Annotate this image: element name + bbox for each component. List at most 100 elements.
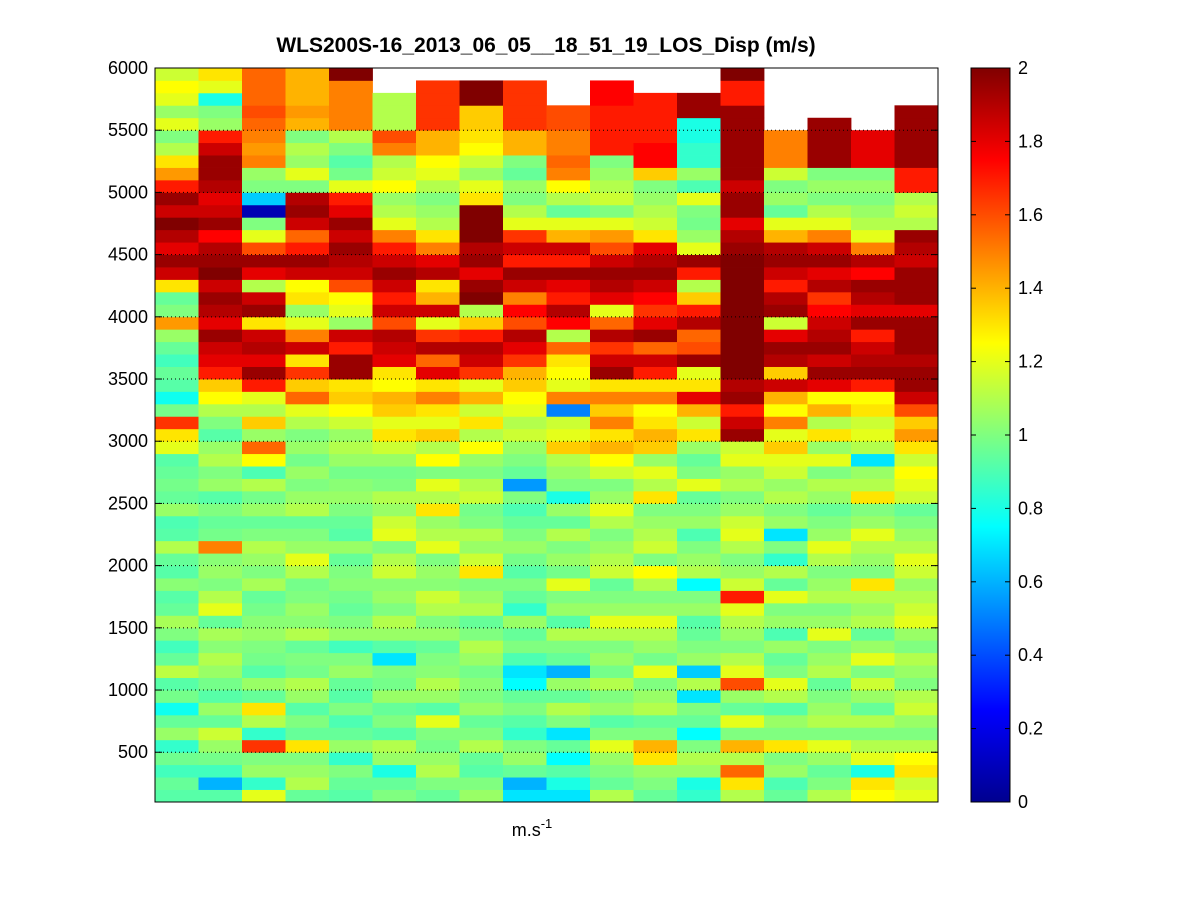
heatmap-cell bbox=[677, 528, 721, 542]
heatmap-cell bbox=[590, 428, 634, 442]
heatmap-cell bbox=[590, 578, 634, 591]
heatmap-cell bbox=[851, 640, 895, 654]
heatmap-cell bbox=[851, 179, 895, 193]
heatmap-cell bbox=[416, 727, 460, 741]
heatmap-cell bbox=[372, 652, 417, 666]
heatmap-cell bbox=[372, 627, 417, 641]
heatmap-cell bbox=[764, 727, 808, 741]
heatmap-cell bbox=[372, 167, 417, 181]
heatmap-cell bbox=[242, 627, 286, 641]
heatmap-cell bbox=[546, 739, 591, 753]
heatmap-cell bbox=[198, 640, 243, 654]
heatmap-cell bbox=[329, 565, 373, 579]
heatmap-cell bbox=[546, 615, 591, 629]
heatmap-cell bbox=[372, 254, 417, 268]
heatmap-cell bbox=[894, 627, 939, 641]
heatmap-cell bbox=[155, 665, 199, 678]
heatmap-cell bbox=[459, 179, 504, 193]
heatmap-cell bbox=[285, 466, 330, 479]
heatmap-cell bbox=[285, 354, 330, 367]
heatmap-cell bbox=[329, 155, 373, 168]
heatmap-cell bbox=[155, 341, 199, 355]
heatmap-cell bbox=[459, 192, 504, 206]
heatmap-cell bbox=[764, 528, 808, 542]
heatmap-cell bbox=[764, 341, 808, 355]
heatmap-cell bbox=[372, 403, 417, 417]
heatmap-cell bbox=[416, 466, 460, 479]
heatmap-cell bbox=[329, 490, 373, 504]
heatmap-cell bbox=[764, 366, 808, 380]
heatmap-cell bbox=[459, 727, 504, 741]
heatmap-cell bbox=[242, 553, 286, 567]
heatmap-cell bbox=[807, 192, 852, 206]
heatmap-cell bbox=[633, 403, 678, 417]
heatmap-cell bbox=[503, 130, 547, 144]
heatmap-cell bbox=[677, 242, 721, 256]
heatmap-cell bbox=[633, 602, 678, 616]
heatmap-cell bbox=[242, 416, 286, 430]
heatmap-cell bbox=[242, 578, 286, 591]
heatmap-cell bbox=[503, 503, 547, 517]
heatmap-cell bbox=[329, 242, 373, 256]
heatmap-cell bbox=[633, 329, 678, 343]
heatmap-cell bbox=[285, 702, 330, 716]
heatmap-cell bbox=[546, 354, 591, 367]
heatmap-cell bbox=[372, 142, 417, 156]
heatmap-cell bbox=[372, 490, 417, 504]
heatmap-cell bbox=[677, 366, 721, 380]
heatmap-cell bbox=[590, 453, 634, 467]
heatmap-cell bbox=[546, 777, 591, 790]
heatmap-cell bbox=[155, 727, 199, 741]
heatmap-cell bbox=[372, 690, 417, 703]
heatmap-cell bbox=[155, 690, 199, 703]
heatmap-cell bbox=[459, 204, 504, 218]
heatmap-cell bbox=[677, 416, 721, 430]
heatmap-cell bbox=[329, 179, 373, 193]
heatmap-cell bbox=[416, 652, 460, 666]
heatmap-cell bbox=[894, 752, 939, 766]
heatmap-cell bbox=[633, 752, 678, 766]
heatmap-cell bbox=[329, 478, 373, 492]
heatmap-cell bbox=[416, 341, 460, 355]
heatmap-cell bbox=[329, 391, 373, 405]
heatmap-cell bbox=[851, 615, 895, 629]
y-tick-label: 500 bbox=[118, 742, 148, 762]
heatmap-cell bbox=[372, 466, 417, 479]
heatmap-cell bbox=[155, 777, 199, 790]
heatmap-cell bbox=[894, 204, 939, 218]
heatmap-cell bbox=[416, 217, 460, 231]
heatmap-cell bbox=[242, 167, 286, 181]
heatmap-cell bbox=[459, 217, 504, 231]
heatmap-cell bbox=[503, 602, 547, 616]
heatmap-cell bbox=[633, 179, 678, 193]
heatmap-cell bbox=[155, 714, 199, 728]
heatmap-cell bbox=[285, 652, 330, 666]
heatmap-cell bbox=[764, 242, 808, 256]
heatmap-cell bbox=[459, 279, 504, 293]
heatmap-cell bbox=[720, 379, 765, 392]
heatmap-cell bbox=[329, 167, 373, 181]
heatmap-cell bbox=[285, 727, 330, 741]
heatmap-cell bbox=[894, 428, 939, 442]
heatmap-cell bbox=[372, 117, 417, 131]
heatmap-cell bbox=[851, 379, 895, 392]
heatmap-cell bbox=[329, 739, 373, 753]
heatmap-cell bbox=[894, 267, 939, 280]
heatmap-cell bbox=[677, 229, 721, 243]
heatmap-cell bbox=[459, 403, 504, 417]
colorbar-tick-label: 0.2 bbox=[1018, 719, 1043, 739]
heatmap-cell bbox=[807, 777, 852, 790]
heatmap-cell bbox=[677, 739, 721, 753]
heatmap-cell bbox=[285, 130, 330, 144]
heatmap-cell bbox=[372, 341, 417, 355]
heatmap-cell bbox=[894, 565, 939, 579]
heatmap-cell bbox=[807, 316, 852, 330]
heatmap-cell bbox=[372, 304, 417, 318]
heatmap-cell bbox=[285, 602, 330, 616]
heatmap-cell bbox=[242, 540, 286, 554]
heatmap-cell bbox=[546, 466, 591, 479]
heatmap-cell bbox=[155, 391, 199, 405]
heatmap-cell bbox=[503, 80, 547, 94]
heatmap-cell bbox=[285, 590, 330, 604]
heatmap-cell bbox=[851, 739, 895, 753]
